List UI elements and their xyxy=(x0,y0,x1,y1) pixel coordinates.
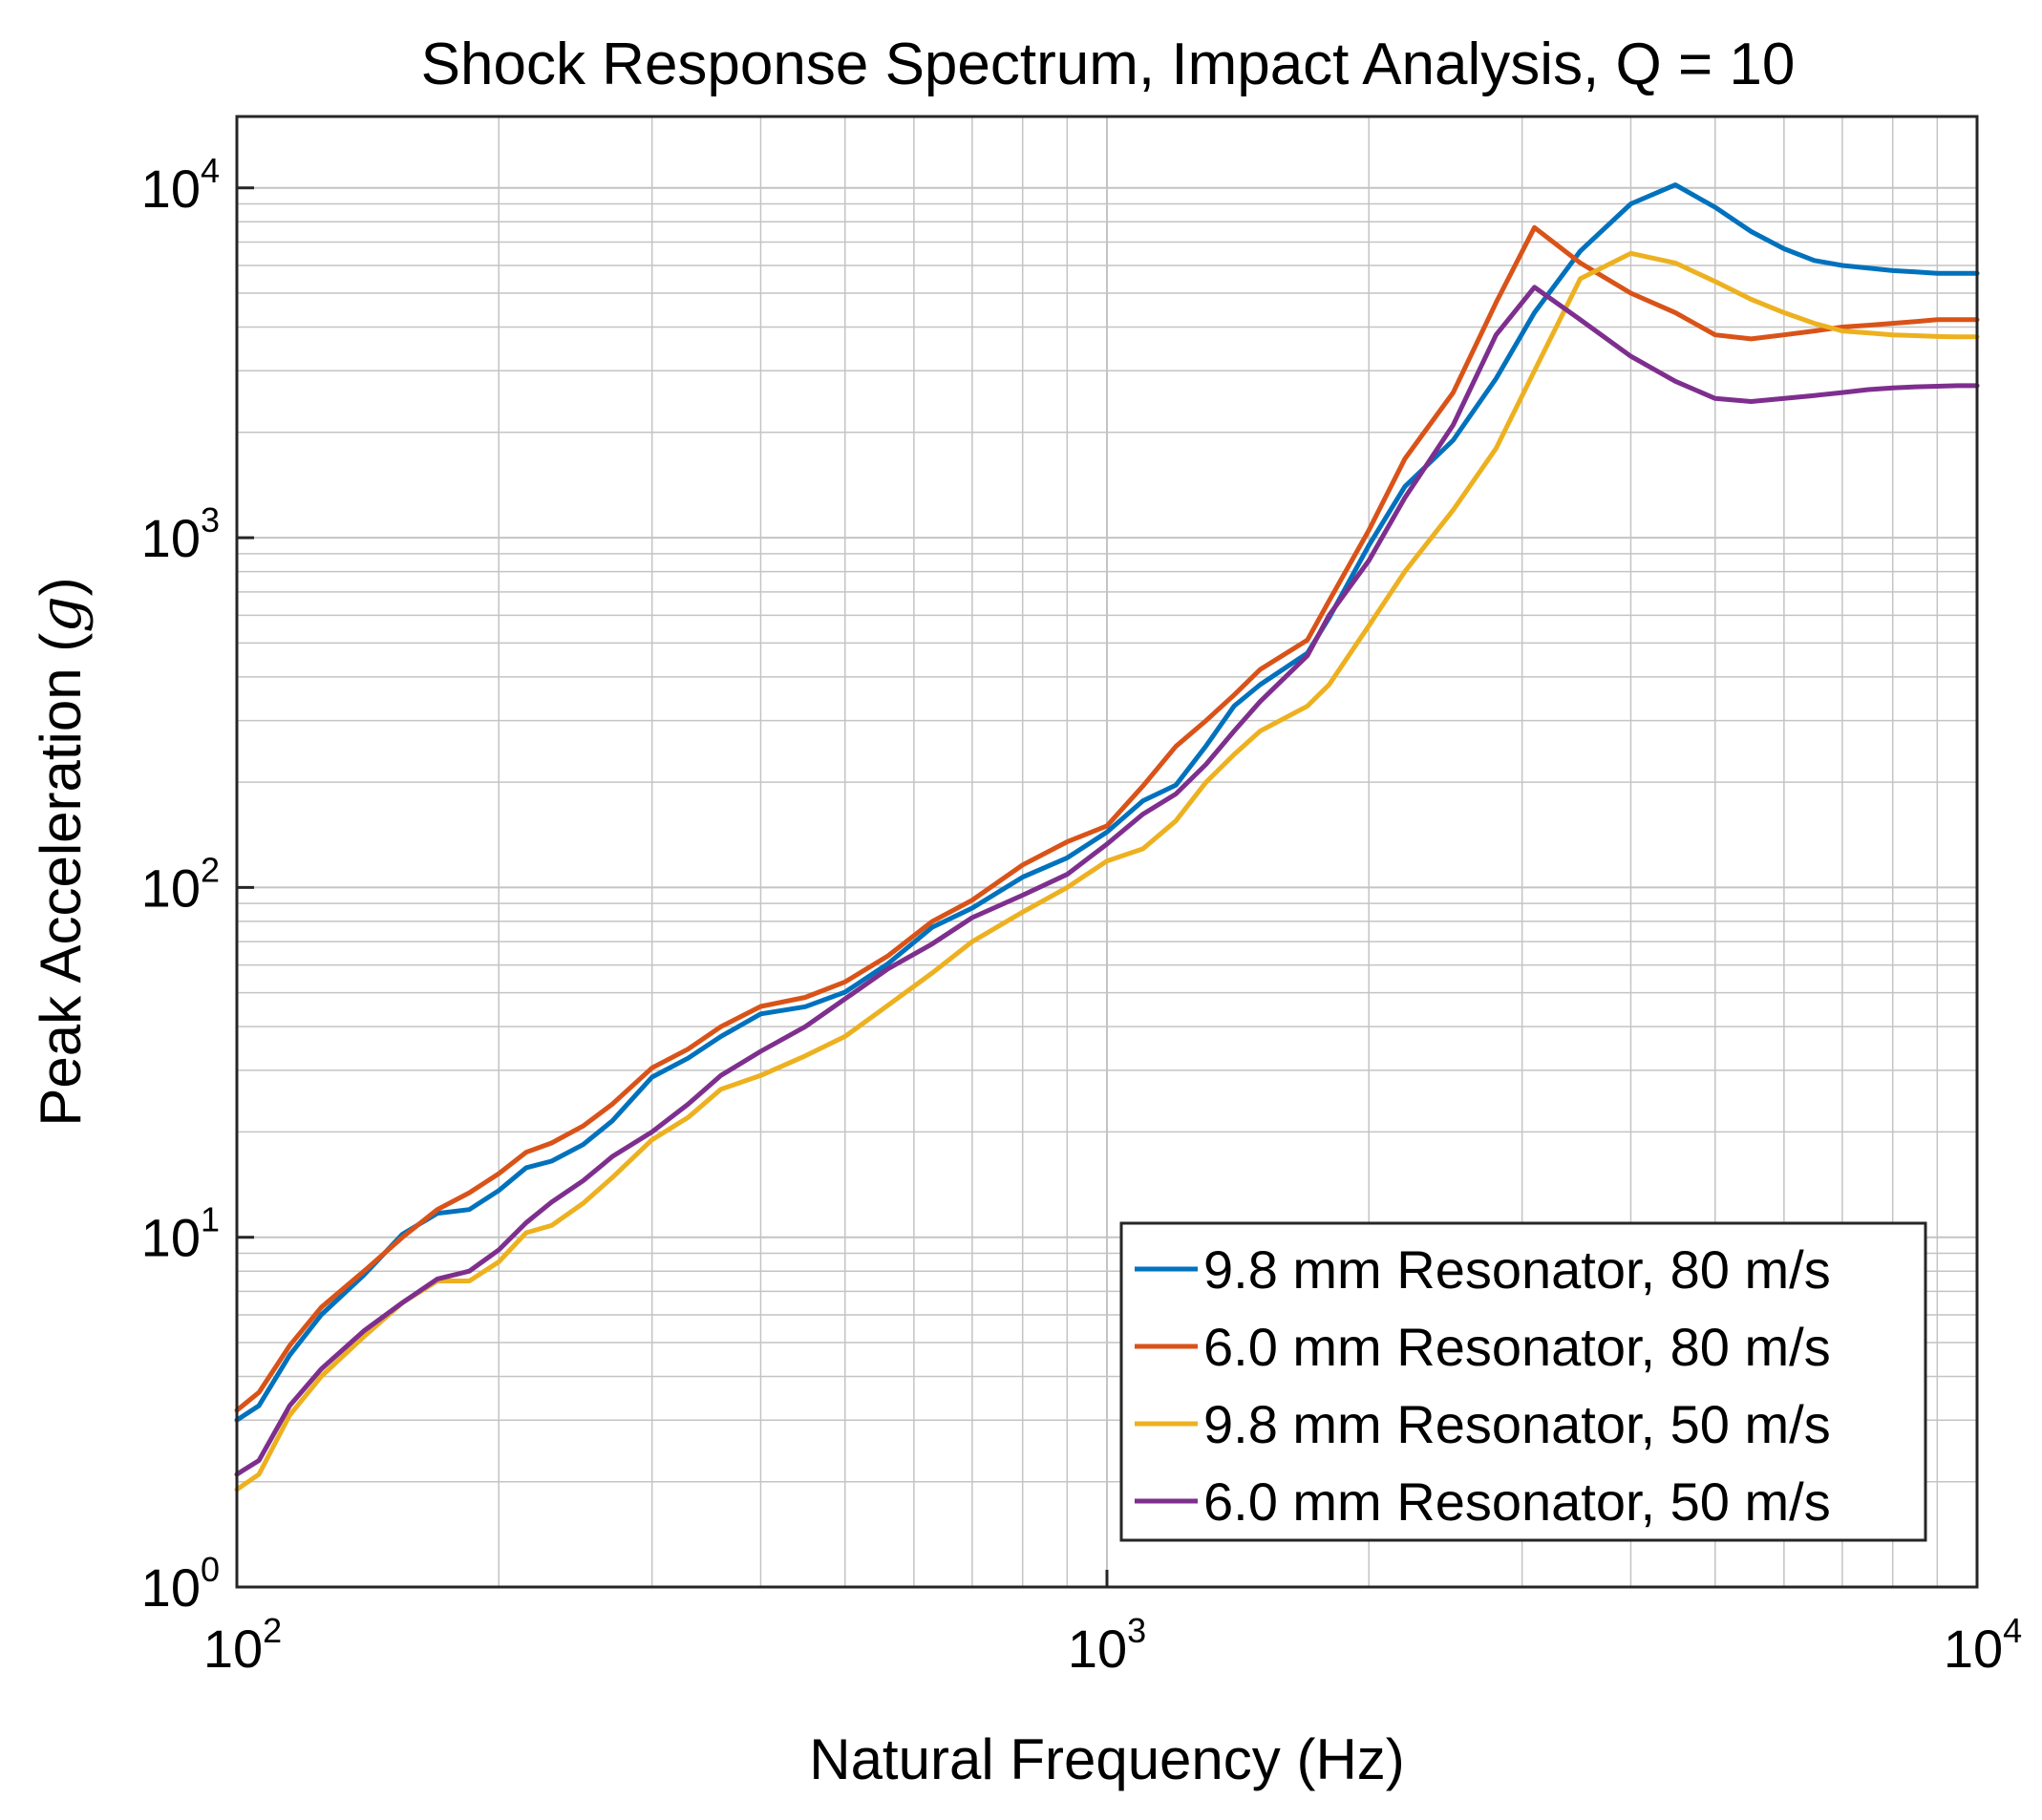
legend: 9.8 mm Resonator, 80 m/s 6.0 mm Resonator… xyxy=(1119,1221,1927,1542)
series-line-9-8-mm-resonator-50-m-s xyxy=(234,250,1980,1492)
y-axis-label-text: Peak Acceleration ( xyxy=(29,633,93,1127)
x-tick-label-base: 10 xyxy=(1068,1619,1127,1679)
y-tick-label: 104 xyxy=(141,151,220,219)
legend-entries: 9.8 mm Resonator, 80 m/s 6.0 mm Resonator… xyxy=(1135,1239,1831,1532)
chart-title: Shock Response Spectrum, Impact Analysis… xyxy=(421,32,1796,97)
y-tick-label-base: 10 xyxy=(141,159,201,219)
grid-lines xyxy=(237,116,1977,1587)
y-tick-label-exponent: 0 xyxy=(201,1550,220,1589)
y-axis-label-symbol: g xyxy=(28,596,95,632)
y-tick-label-exponent: 2 xyxy=(201,850,220,889)
series-line-9-8-mm-resonator-80-m-s xyxy=(234,182,1980,1423)
x-tick-label: 102 xyxy=(203,1611,282,1679)
series-group xyxy=(234,182,1980,1492)
legend-label: 9.8 mm Resonator, 50 m/s xyxy=(1203,1394,1831,1454)
x-tick-label-base: 10 xyxy=(1944,1619,2003,1679)
series-line-6-0-mm-resonator-50-m-s xyxy=(234,285,1980,1477)
series-line-6-0-mm-resonator-80-m-s xyxy=(234,224,1980,1413)
legend-box xyxy=(1119,1221,1927,1542)
x-axis-label: Natural Frequency (Hz) xyxy=(809,1727,1405,1791)
y-tick-label: 102 xyxy=(141,850,220,918)
y-tick-label-base: 10 xyxy=(141,857,201,918)
y-tick-label: 103 xyxy=(141,500,220,568)
x-axis-ticks: 102 103 104 xyxy=(203,1570,2022,1679)
y-tick-label: 100 xyxy=(141,1550,220,1618)
y-axis-label: Peak Acceleration (g) xyxy=(28,577,95,1126)
x-tick-label: 103 xyxy=(1068,1611,1146,1679)
y-tick-label-base: 10 xyxy=(141,1557,201,1618)
y-tick-label-exponent: 4 xyxy=(201,151,220,190)
y-tick-label-base: 10 xyxy=(141,1208,201,1268)
y-tick-label-exponent: 3 xyxy=(201,500,220,540)
x-tick-label: 104 xyxy=(1944,1611,2022,1679)
y-tick-label-base: 10 xyxy=(141,508,201,568)
x-tick-label-exponent: 4 xyxy=(2003,1611,2022,1650)
y-tick-label: 101 xyxy=(141,1200,220,1268)
y-tick-label-exponent: 1 xyxy=(201,1200,220,1239)
legend-label: 9.8 mm Resonator, 80 m/s xyxy=(1203,1239,1831,1300)
legend-label: 6.0 mm Resonator, 50 m/s xyxy=(1203,1471,1831,1532)
x-tick-label-exponent: 3 xyxy=(1127,1611,1146,1650)
x-tick-label-exponent: 2 xyxy=(263,1611,282,1650)
y-axis-label-close: ) xyxy=(29,577,93,596)
legend-label: 6.0 mm Resonator, 80 m/s xyxy=(1203,1317,1831,1377)
x-tick-label-base: 10 xyxy=(203,1619,263,1679)
